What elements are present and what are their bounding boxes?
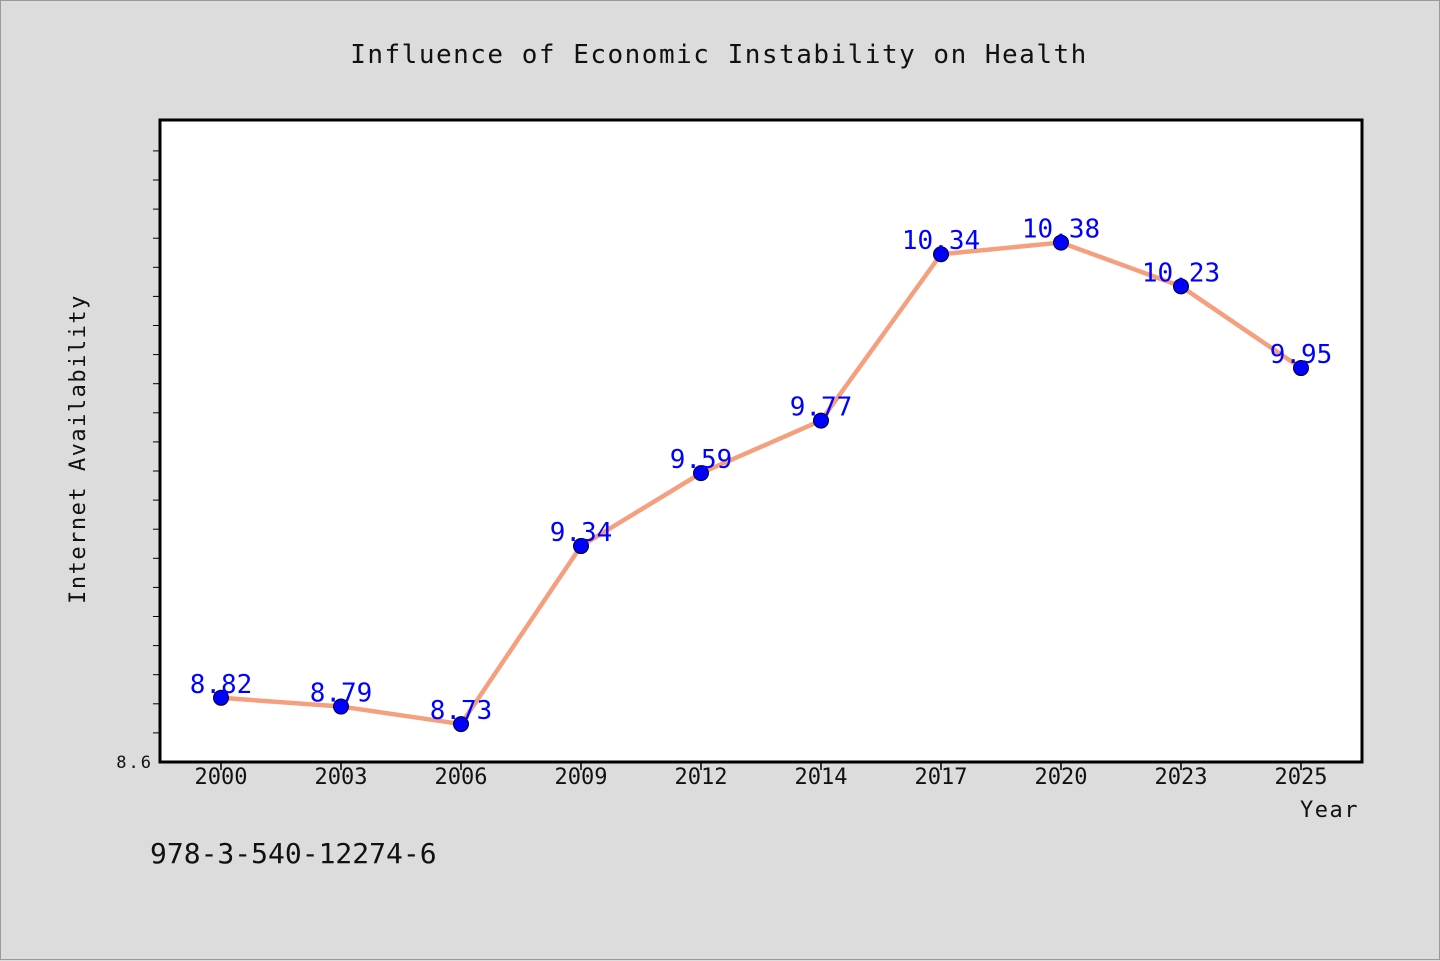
data-label: 9.59: [670, 445, 733, 475]
series-layer: 8.82 8.79 8.73 9.34 9.59 9.77 10.34 10.38 10.23 9…: [190, 215, 1333, 733]
data-point: [813, 412, 829, 429]
data-point: [1053, 234, 1069, 251]
data-label: 10.23: [1142, 258, 1220, 288]
x-tick-label: 2009: [555, 765, 608, 790]
footer-isbn: 978-3-540-12274-6: [150, 837, 437, 870]
x-tick-label: 2006: [435, 765, 488, 790]
data-point: [1293, 360, 1309, 377]
x-axis-label: Year: [1300, 798, 1359, 823]
data-point: [573, 538, 589, 555]
data-label: 8.79: [310, 679, 373, 709]
data-label: 8.73: [430, 696, 493, 726]
data-point: [1173, 278, 1189, 295]
x-tick-label: 2012: [675, 765, 728, 790]
y-axis-ticks: [153, 150, 160, 734]
data-label: 9.95: [1270, 340, 1333, 370]
data-label: 9.34: [550, 518, 613, 548]
data-point: [333, 698, 349, 715]
data-label: 8.82: [190, 670, 253, 700]
data-point: [933, 246, 949, 263]
x-tick-label: 2023: [1155, 765, 1208, 790]
y-axis-label: Internet Availability: [66, 294, 91, 604]
data-label: 10.38: [1022, 215, 1100, 245]
x-tick-label: 2025: [1275, 765, 1328, 790]
data-label: 9.77: [790, 393, 853, 423]
chart-title: Influence of Economic Instability on Hea…: [350, 40, 1088, 70]
x-tick-label: 2017: [915, 765, 968, 790]
data-point: [453, 716, 469, 733]
data-point: [213, 689, 229, 706]
x-tick-label: 2014: [795, 765, 848, 790]
x-axis-ticks: 2000 2003 2006 2009 2012 2014 2017 2020 2023 2025: [195, 762, 1328, 790]
data-label: 10.34: [902, 226, 980, 256]
data-point: [693, 465, 709, 482]
x-tick-label: 2003: [315, 765, 368, 790]
y-tick-label: 8.6: [116, 753, 153, 773]
plot-area: [158, 118, 1364, 764]
x-tick-label: 2020: [1035, 765, 1088, 790]
series-line: [218, 240, 1304, 727]
x-tick-label: 2000: [195, 765, 248, 790]
